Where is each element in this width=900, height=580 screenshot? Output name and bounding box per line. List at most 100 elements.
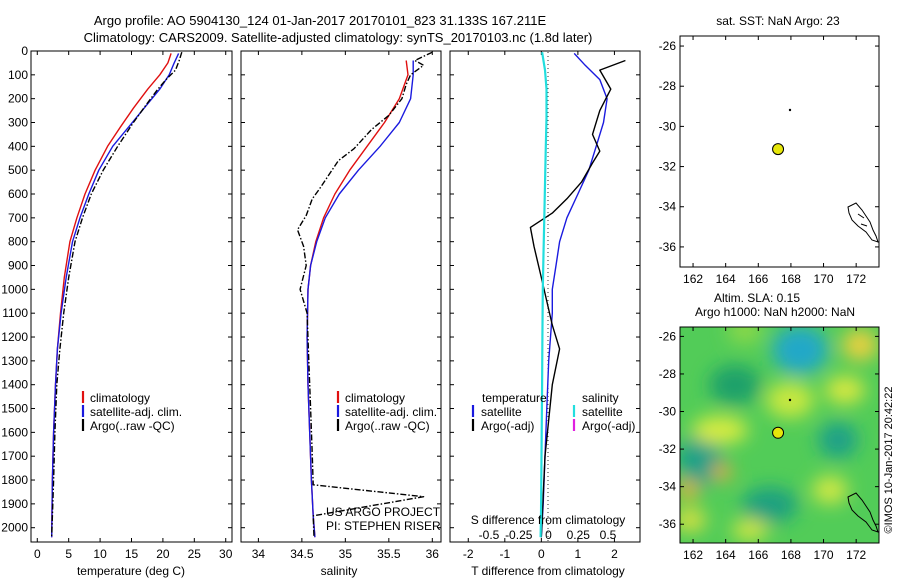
x-tick-label: 20 <box>156 547 170 561</box>
legend-salinity-header: salinity <box>582 391 619 405</box>
difference-axes-frame <box>449 50 641 543</box>
legend-s-argo-label: Argo(-adj) <box>582 419 635 433</box>
lon-tick-label: 170 <box>814 548 834 562</box>
sst-map-panel: sat. SST: NaN Argo: 23 162 164 166 168 170 17… <box>659 14 880 286</box>
legend-argo-label: Argo(..raw -QC) <box>90 419 175 433</box>
lat-tick-label: -28 <box>659 79 677 93</box>
lat-tick-label: -34 <box>659 480 677 494</box>
depth-tick-label: 300 <box>8 116 28 130</box>
x-tick-label: 0 <box>34 547 41 561</box>
title-line-1: Argo profile: AO 5904130_124 01-Jan-2017… <box>94 13 547 28</box>
depth-tick-label: 700 <box>8 211 28 225</box>
legend-satellite-label: satellite-adj. clim. <box>90 405 182 419</box>
series-line-argo-raw-qc- <box>51 51 183 538</box>
x-tick-label: 5 <box>65 547 72 561</box>
depth-tick-label: 1800 <box>1 473 28 487</box>
depth-tick-label: 1200 <box>1 330 28 344</box>
x-tick-label: 2 <box>611 547 618 561</box>
difference-series <box>529 52 626 538</box>
depth-tick-label: 600 <box>8 187 28 201</box>
depth-tick-label: 1700 <box>1 449 28 463</box>
x-tick-label: 25 <box>188 547 202 561</box>
temperature-axis-label: temperature (deg C) <box>77 564 185 578</box>
pi-annotation: PI: STEPHEN RISER <box>326 519 441 533</box>
salinity-difference-tick-label: -0.25 <box>505 528 533 542</box>
sst-map-title: sat. SST: NaN Argo: 23 <box>716 14 840 28</box>
lat-tick-label: -30 <box>659 405 677 419</box>
legend-climatology-label: climatology <box>90 391 150 405</box>
depth-tick-label: 100 <box>8 68 28 82</box>
lat-tick-label: -30 <box>659 119 677 133</box>
salinity-difference-tick-label: 0 <box>545 528 552 542</box>
salinity-axes-frame <box>240 50 442 543</box>
lon-tick-label: 168 <box>781 272 801 286</box>
lon-tick-label: 164 <box>716 548 736 562</box>
salinity-legend: climatology satellite-adj. clim. Argo(..… <box>336 391 437 433</box>
x-tick-label: 36 <box>426 547 440 561</box>
lon-tick-label: 166 <box>748 272 768 286</box>
series-line-temperature-argo-adj- <box>529 59 626 538</box>
lon-tick-label: 162 <box>683 272 703 286</box>
temperature-panel: 0100200300400500600700800900100011001200… <box>1 44 232 578</box>
sla-profile-location-marker <box>772 426 785 439</box>
x-tick-label: 0 <box>538 547 545 561</box>
lat-tick-label: -28 <box>659 367 677 381</box>
depth-tick-label: 900 <box>8 259 28 273</box>
sla-map-panel: Altim. SLA: 0.15 Argo h1000: NaN h2000: … <box>659 291 880 562</box>
sla-island-dot <box>788 398 792 402</box>
x-tick-label: 15 <box>125 547 139 561</box>
temperature-series <box>51 51 183 538</box>
salinity-difference-ticks: -0.5 -0.25 0 0.25 0.5 <box>479 528 617 542</box>
salinity-difference-tick-label: 0.5 <box>600 528 617 542</box>
sla-map-title-line-1: Altim. SLA: 0.15 <box>714 291 800 305</box>
coastline <box>847 202 879 243</box>
salinity-x-ticks: 34 34.5 35 35.5 36 <box>252 51 440 561</box>
legend-argo-label: Argo(..raw -QC) <box>345 419 430 433</box>
copyright-stamp: ©IMOS 10-Jan-2017 20:42:22 <box>883 387 895 534</box>
lat-tick-label: -36 <box>659 240 677 254</box>
series-line-temperature-satellite <box>540 52 608 538</box>
lat-tick-label: -32 <box>659 442 677 456</box>
sla-map-title-line-2: Argo h1000: NaN h2000: NaN <box>695 305 855 319</box>
island-dot <box>788 108 792 112</box>
project-annotation: US ARGO PROJECT <box>326 505 441 519</box>
lat-tick-label: -36 <box>659 517 677 531</box>
difference-depth-ticks <box>450 50 640 529</box>
lat-tick-label: -26 <box>659 39 677 53</box>
series-line-argo-raw-qc- <box>296 51 433 538</box>
depth-tick-label: 200 <box>8 92 28 106</box>
salinity-difference-tick-label: 0.25 <box>567 528 591 542</box>
lon-tick-label: 170 <box>814 272 834 286</box>
lon-tick-label: 172 <box>846 548 866 562</box>
depth-tick-label: 400 <box>8 139 28 153</box>
depth-ticks: 0 100 200 300 400 500 600 700 800 900 1000 1100 1200… <box>1 44 232 535</box>
x-tick-label: 34.5 <box>290 547 314 561</box>
depth-tick-label: 1400 <box>1 378 28 392</box>
title-line-2: Climatology: CARS2009. Satellite-adjuste… <box>84 30 593 45</box>
series-line-satellite-adj-clim- <box>306 60 414 538</box>
series-line-salinity-satellite <box>539 52 548 538</box>
sst-map-ticks: 162 164 166 168 170 172 -26 -28 -30 -32 -34 -36 <box>659 36 879 286</box>
salinity-series <box>296 51 433 538</box>
lat-tick-label: -32 <box>659 160 677 174</box>
salinity-panel: 34 34.5 35 35.5 36 salinity climatology sate… <box>240 50 442 578</box>
sla-map-frame <box>679 326 880 544</box>
x-tick-label: 34 <box>252 547 266 561</box>
x-tick-label: 35.5 <box>377 547 401 561</box>
salinity-difference-label: S difference from climatology <box>471 513 626 527</box>
sla-coastline <box>847 492 879 533</box>
difference-panel: -2 -1 0 1 2 S difference from climatology -0… <box>449 50 641 578</box>
depth-tick-label: 1000 <box>1 282 28 296</box>
series-line-climatology <box>306 60 409 538</box>
series-line-satellite-adj-clim- <box>51 53 180 538</box>
depth-tick-label: 500 <box>8 163 28 177</box>
salinity-axis-label: salinity <box>321 564 358 578</box>
temperature-legend: climatology satellite-adj. clim. Argo(..… <box>81 391 182 433</box>
profile-location-marker <box>772 143 785 156</box>
lat-tick-label: -34 <box>659 200 677 214</box>
difference-x-ticks: -2 -1 0 1 2 <box>463 51 618 561</box>
legend-temperature-header: temperature <box>482 391 547 405</box>
depth-tick-label: 2000 <box>1 521 28 535</box>
depth-tick-label: 1600 <box>1 425 28 439</box>
